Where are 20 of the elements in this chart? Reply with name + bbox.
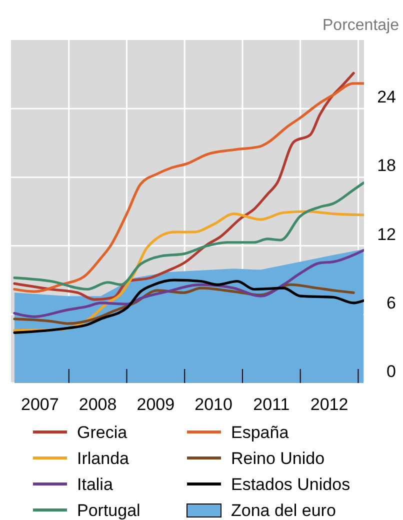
legend-label: Grecia [77,423,128,442]
legend-label: España [231,423,290,442]
legend-label: Irlanda [77,449,130,468]
x-tick-label: 2009 [136,395,175,414]
legend-label: Portugal [77,501,140,520]
legend-label: Zona del euro [231,501,336,520]
legend-label: Reino Unido [231,449,325,468]
y-tick-label: 6 [386,293,396,312]
x-tick-label: 2008 [78,395,117,414]
legend-label: Estados Unidos [231,475,350,494]
y-tick-label: 18 [377,156,396,176]
y-tick-label: 0 [386,362,396,381]
x-tick-label: 2012 [310,395,348,414]
x-tick-label: 2010 [194,395,232,414]
y-axis-title: Porcentaje [322,17,400,34]
x-tick-label: 2011 [253,395,290,414]
y-tick-label: 12 [377,224,396,244]
y-tick-label: 24 [377,88,396,107]
legend-label: Italia [77,475,114,494]
x-tick-label: 2007 [21,395,59,414]
